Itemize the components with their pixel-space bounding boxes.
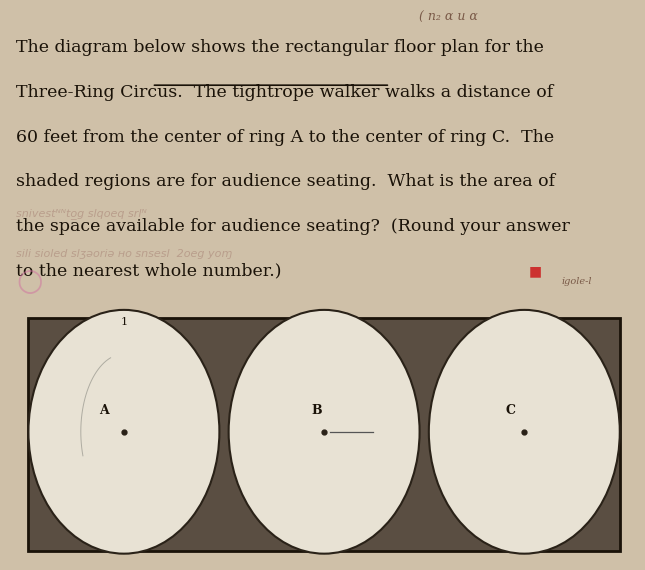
Text: 60 feet from the center of ring A to the center of ring C.  The: 60 feet from the center of ring A to the… — [16, 129, 554, 146]
Ellipse shape — [228, 310, 420, 553]
Text: the space available for audience seating?  (Round your answer: the space available for audience seating… — [16, 218, 570, 235]
Text: 1: 1 — [121, 317, 128, 327]
Text: ■: ■ — [529, 264, 542, 278]
Text: C: C — [506, 404, 516, 417]
Ellipse shape — [429, 310, 620, 553]
Text: igole-l: igole-l — [561, 277, 591, 286]
Text: sili sioled slʒəoriə но snsеsl  2oeg yoɱ: sili sioled slʒəoriə но snsеsl 2oeg yoɱ — [16, 249, 232, 259]
Text: shaded regions are for audience seating.  What is the area of: shaded regions are for audience seating.… — [16, 173, 555, 190]
Text: ( n₂ α u α: ( n₂ α u α — [419, 11, 478, 24]
Text: ○: ○ — [16, 267, 43, 296]
Text: The diagram below shows the rectangular floor plan for the: The diagram below shows the rectangular … — [16, 39, 544, 56]
Ellipse shape — [28, 310, 219, 553]
Text: A: A — [99, 404, 109, 417]
Text: snivestᴺᴺto̲g slqoeq srlᴺ: snivestᴺᴺto̲g slqoeq srlᴺ — [16, 208, 147, 219]
Text: to the nearest whole number.): to the nearest whole number.) — [16, 263, 282, 280]
Text: Three-Ring Circus.  The tightrope walker walks a distance of: Three-Ring Circus. The tightrope walker … — [16, 84, 553, 101]
Text: B: B — [312, 404, 322, 417]
